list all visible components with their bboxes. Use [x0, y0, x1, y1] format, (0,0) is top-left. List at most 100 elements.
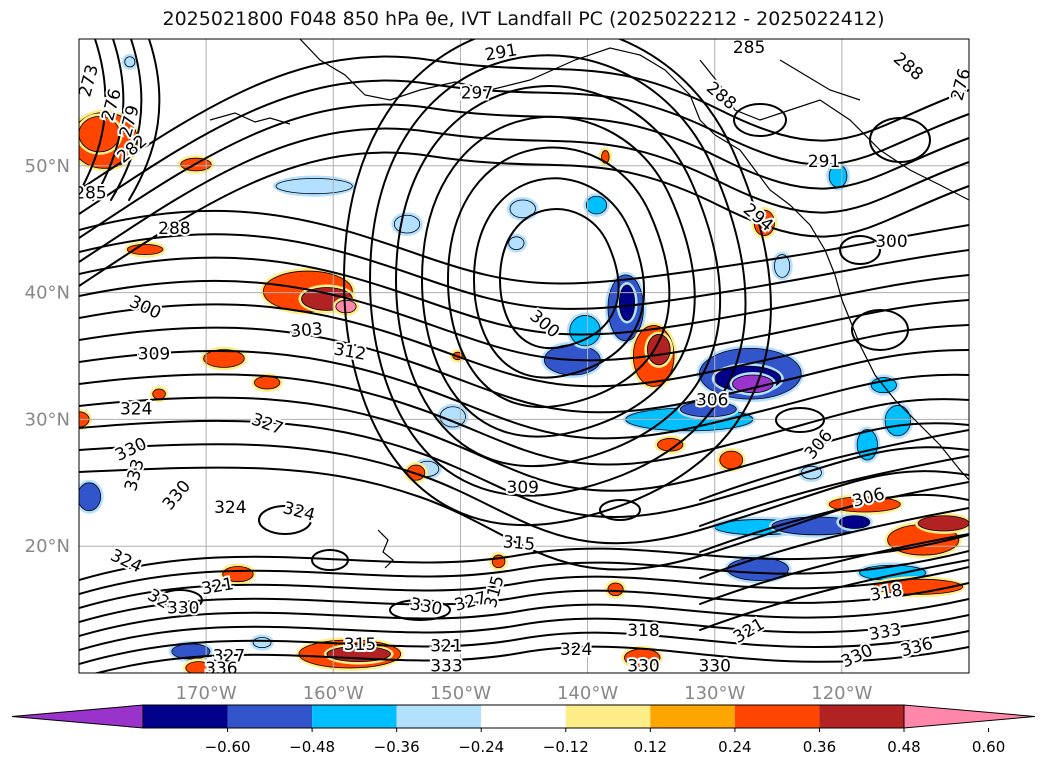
contour-label: 315 [344, 635, 376, 655]
theta-e-contour-line [395, 85, 722, 468]
contour-label: 291 [808, 152, 840, 172]
theta-e-contour-line [79, 39, 107, 196]
contour-label: 336 [205, 659, 237, 679]
theta-e-closed-contour [839, 235, 881, 265]
theta-e-contour-line [79, 127, 969, 263]
contour-label: 309 [138, 345, 170, 365]
theta-e-contour-line [79, 550, 969, 595]
theta-e-contour-line [79, 151, 969, 287]
theta-e-contour-line [128, 39, 161, 201]
pc-anomaly-blob [657, 438, 684, 452]
coastline [714, 134, 969, 481]
theta-e-contour-line [343, 39, 772, 526]
theta-e-contour-line [79, 326, 969, 414]
theta-e-contour-line [699, 559, 969, 631]
pc-anomaly-blob [719, 450, 744, 470]
longitude-tick-label: 150°W [430, 683, 491, 704]
colorbar-bin [143, 705, 228, 728]
theta-e-contour-line [79, 55, 969, 191]
longitude-tick-label: 170°W [176, 683, 237, 704]
theta-e-contour-line [79, 79, 969, 215]
pc-anomaly-blob [126, 244, 164, 255]
colorbar-tick-label: −0.48 [289, 738, 335, 756]
contour-label: 297 [461, 84, 493, 104]
pc-anomaly-blob [774, 254, 791, 278]
theta-e-contour-line [79, 303, 969, 388]
colorbar-tick-label: −0.12 [543, 738, 589, 756]
contour-label: 324 [120, 399, 152, 419]
pc-anomaly-blob [873, 578, 964, 595]
colorbar-bin [481, 705, 566, 728]
theta-e-contour-line [421, 115, 696, 438]
theta-e-contours [79, 39, 969, 673]
theta-e-closed-contour [775, 407, 825, 433]
longitude-labels: 170°W 160°W 150°W 140°W 130°W 120°W [176, 683, 873, 704]
theta-e-contour-line [79, 396, 969, 492]
theta-e-contour-line [699, 507, 969, 579]
theta-e-contour-line [699, 429, 969, 501]
contour-label: 285 [74, 184, 106, 204]
theta-e-contour-line [79, 256, 969, 336]
longitude-tick-label: 160°W [303, 683, 364, 704]
theta-e-closed-contour [258, 505, 312, 535]
theta-e-contour-line [93, 645, 969, 673]
latitude-tick-label: 20°N [25, 536, 70, 557]
theta-e-contour-line [79, 534, 969, 581]
theta-e-closed-contour [733, 103, 787, 137]
theta-e-contour-line [699, 481, 969, 553]
theta-e-contour-line [499, 208, 620, 349]
contour-label: 321 [430, 636, 462, 656]
chart-title: 2025021800 F048 850 hPa θe, IVT Landfall… [162, 8, 885, 30]
graticule [79, 39, 969, 673]
pc-anomaly-blob [185, 661, 212, 673]
coastline [377, 529, 394, 569]
theta-e-contour-line [110, 39, 143, 201]
pc-anomaly-blob [753, 209, 775, 236]
theta-e-closed-contour [157, 589, 203, 611]
theta-e-closed-contour [599, 499, 641, 521]
pc-anomaly-blob [917, 515, 969, 532]
contour-label: 324 [281, 498, 318, 526]
theta-e-contour-line [79, 279, 969, 362]
contour-label: 324 [214, 498, 246, 518]
pc-anomaly-blob [884, 405, 911, 437]
theta-e-contour-line [699, 455, 969, 527]
colorbar-bin [396, 705, 482, 728]
theta-e-contour-line [447, 146, 671, 409]
colorbar-tick-label: 0.36 [803, 738, 836, 756]
pc-anomaly-blob [252, 637, 272, 649]
contour-label: 309 [507, 478, 539, 498]
pc-anomaly-blob [618, 284, 636, 321]
colorbar-tick-label: 0.12 [634, 738, 667, 756]
theta-e-contour-line [369, 54, 747, 497]
coastlines [209, 39, 969, 569]
theta-e-contour-line [79, 582, 969, 623]
theta-e-closed-contour [851, 309, 909, 351]
colorbar-tick-label: −0.36 [374, 738, 420, 756]
map-frame [78, 38, 970, 674]
coastline [779, 59, 861, 101]
coastline [299, 39, 716, 136]
latitude-tick-label: 30°N [25, 409, 70, 430]
theta-e-contour-line [473, 177, 645, 379]
theta-e-contour-line [79, 598, 969, 637]
colorbar-bin [227, 705, 313, 728]
colorbar-bin [819, 705, 904, 728]
contour-label: 318 [627, 621, 659, 641]
pc-anomaly-blob [203, 349, 245, 368]
colorbar-extend-low [11, 704, 144, 729]
colorbar-bin [650, 705, 735, 728]
contour-label: 327 [213, 647, 245, 667]
pc-anomaly-blob [607, 582, 624, 597]
pc-anomaly-blob [646, 334, 671, 366]
pc-anomaly-blob [838, 515, 871, 529]
colorbar-tick-label: 0.24 [718, 738, 751, 756]
colorbar-bin [734, 705, 820, 728]
pc-anomaly-blob [509, 199, 536, 219]
contour-label: 333 [430, 657, 462, 677]
contour-label: 285 [733, 38, 765, 58]
latitude-tick-label: 50°N [25, 156, 70, 177]
latitude-tick-label: 40°N [25, 283, 70, 304]
pc-anomaly-blob [254, 375, 281, 390]
